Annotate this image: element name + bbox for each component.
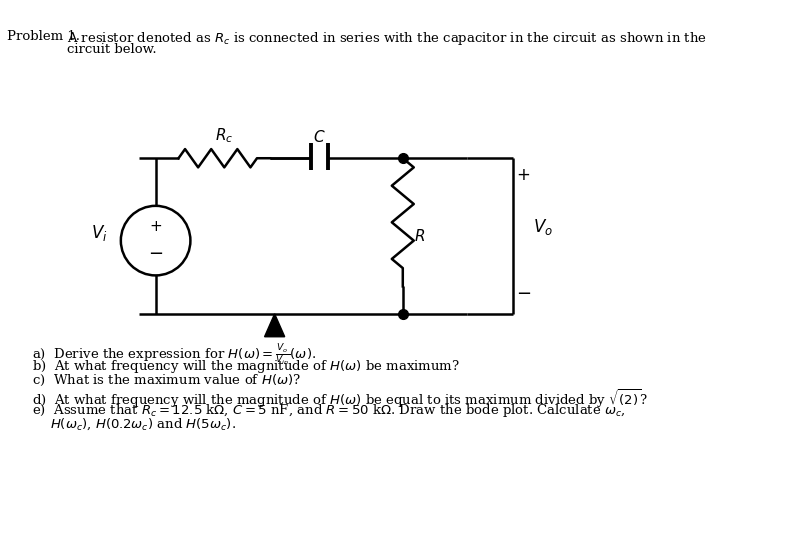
Text: $C$: $C$ [313, 130, 325, 145]
Text: +: + [149, 220, 162, 235]
Text: c)  What is the maximum value of $H(\omega)$?: c) What is the maximum value of $H(\omeg… [32, 372, 301, 387]
Polygon shape [264, 314, 285, 337]
Text: e)  Assume that $R_c = 12.5$ k$\Omega$, $C = 5$ nF, and $R = 50$ k$\Omega$. Draw: e) Assume that $R_c = 12.5$ k$\Omega$, $… [32, 402, 625, 419]
Text: Problem 1.: Problem 1. [7, 30, 80, 43]
Text: −: − [148, 245, 163, 264]
Text: b)  At what frequency will the magnitude of $H(\omega)$ be maximum?: b) At what frequency will the magnitude … [32, 358, 459, 375]
Text: $V_o$: $V_o$ [532, 217, 552, 237]
Text: +: + [516, 166, 530, 183]
Text: $R_c$: $R_c$ [215, 127, 233, 145]
Text: A resistor denoted as $R_c$ is connected in series with the capacitor in the cir: A resistor denoted as $R_c$ is connected… [67, 30, 706, 47]
Text: $H(\omega_c)$, $H(0.2\omega_c)$ and $H(5\omega_c)$.: $H(\omega_c)$, $H(0.2\omega_c)$ and $H(5… [50, 416, 236, 432]
Text: −: − [516, 285, 530, 303]
Text: a)  Derive the expression for $H(\omega) = \frac{V_o}{V_{in}}(\omega)$.: a) Derive the expression for $H(\omega) … [32, 343, 315, 368]
Text: $V_i$: $V_i$ [91, 223, 107, 243]
Text: d)  At what frequency will the magnitude of $H(\omega)$ be equal to its maximum : d) At what frequency will the magnitude … [32, 387, 647, 410]
Text: $R$: $R$ [414, 228, 424, 244]
Text: circuit below.: circuit below. [67, 43, 157, 56]
